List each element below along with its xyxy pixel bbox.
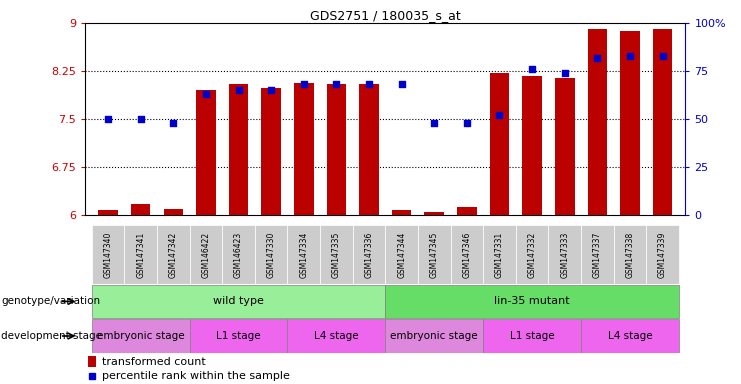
Text: GSM147338: GSM147338 [625, 232, 634, 278]
Bar [190, 225, 222, 284]
Text: GSM147346: GSM147346 [462, 232, 471, 278]
Point [461, 120, 473, 126]
Bar [262, 88, 281, 215]
Bar [483, 225, 516, 284]
Text: GSM147340: GSM147340 [104, 232, 113, 278]
Text: GSM147344: GSM147344 [397, 232, 406, 278]
Bar [483, 319, 581, 353]
Bar [653, 30, 672, 215]
Bar [353, 225, 385, 284]
Text: GSM146423: GSM146423 [234, 232, 243, 278]
Text: lin-35 mutant: lin-35 mutant [494, 296, 570, 306]
Text: L4 stage: L4 stage [314, 331, 359, 341]
Bar [490, 73, 509, 215]
Bar [392, 210, 411, 215]
Bar [229, 84, 248, 215]
Text: L1 stage: L1 stage [510, 331, 554, 341]
Point [526, 66, 538, 72]
Bar [385, 225, 418, 284]
Text: L1 stage: L1 stage [216, 331, 261, 341]
Bar [385, 319, 483, 353]
Text: GSM147330: GSM147330 [267, 232, 276, 278]
Text: GSM147341: GSM147341 [136, 232, 145, 278]
Bar [92, 225, 124, 284]
Bar [92, 319, 190, 353]
Bar [522, 76, 542, 215]
Bar [548, 225, 581, 284]
Text: GSM147345: GSM147345 [430, 232, 439, 278]
Bar [164, 209, 183, 215]
Bar [131, 204, 150, 215]
Text: GSM147331: GSM147331 [495, 232, 504, 278]
Point [591, 55, 603, 61]
Bar [646, 225, 679, 284]
Bar [124, 225, 157, 284]
Bar [222, 225, 255, 284]
Text: genotype/variation: genotype/variation [1, 296, 101, 306]
Point [167, 120, 179, 126]
Text: embryonic stage: embryonic stage [97, 331, 185, 341]
Point [265, 87, 277, 93]
Bar [516, 225, 548, 284]
Point [298, 81, 310, 88]
Point [559, 70, 571, 76]
Bar [294, 83, 313, 215]
Point [428, 120, 440, 126]
Text: wild type: wild type [213, 296, 264, 306]
Bar [614, 225, 646, 284]
Point [624, 53, 636, 59]
Point [363, 81, 375, 88]
Text: embryonic stage: embryonic stage [391, 331, 478, 341]
Bar [255, 225, 288, 284]
Text: GSM147335: GSM147335 [332, 232, 341, 278]
Text: percentile rank within the sample: percentile rank within the sample [102, 371, 290, 381]
Text: development stage: development stage [1, 331, 102, 341]
Point [494, 112, 505, 118]
Text: GSM146422: GSM146422 [202, 232, 210, 278]
Text: GSM147332: GSM147332 [528, 232, 536, 278]
Point [396, 81, 408, 88]
Bar [99, 210, 118, 215]
Point [330, 81, 342, 88]
Bar [418, 225, 451, 284]
Point [135, 116, 147, 122]
Bar [157, 225, 190, 284]
Text: transformed count: transformed count [102, 357, 205, 367]
Text: L4 stage: L4 stage [608, 331, 652, 341]
Bar [385, 285, 679, 318]
Bar [588, 30, 607, 215]
Bar [581, 319, 679, 353]
Bar [451, 225, 483, 284]
Bar [196, 90, 216, 215]
Bar [425, 212, 444, 215]
Bar [581, 225, 614, 284]
Point [657, 53, 668, 59]
Bar [288, 225, 320, 284]
Text: GSM147334: GSM147334 [299, 232, 308, 278]
Bar [92, 285, 385, 318]
Bar [288, 319, 385, 353]
Bar [320, 225, 353, 284]
Bar [88, 356, 96, 367]
Bar [457, 207, 476, 215]
Point [200, 91, 212, 97]
Title: GDS2751 / 180035_s_at: GDS2751 / 180035_s_at [310, 9, 461, 22]
Bar [327, 84, 346, 215]
Bar [555, 78, 574, 215]
Text: GSM147333: GSM147333 [560, 232, 569, 278]
Bar [620, 31, 639, 215]
Bar [190, 319, 288, 353]
Text: GSM147337: GSM147337 [593, 232, 602, 278]
Bar [359, 84, 379, 215]
Text: GSM147342: GSM147342 [169, 232, 178, 278]
Point [233, 87, 245, 93]
Point [102, 116, 114, 122]
Text: GSM147336: GSM147336 [365, 232, 373, 278]
Text: GSM147339: GSM147339 [658, 232, 667, 278]
